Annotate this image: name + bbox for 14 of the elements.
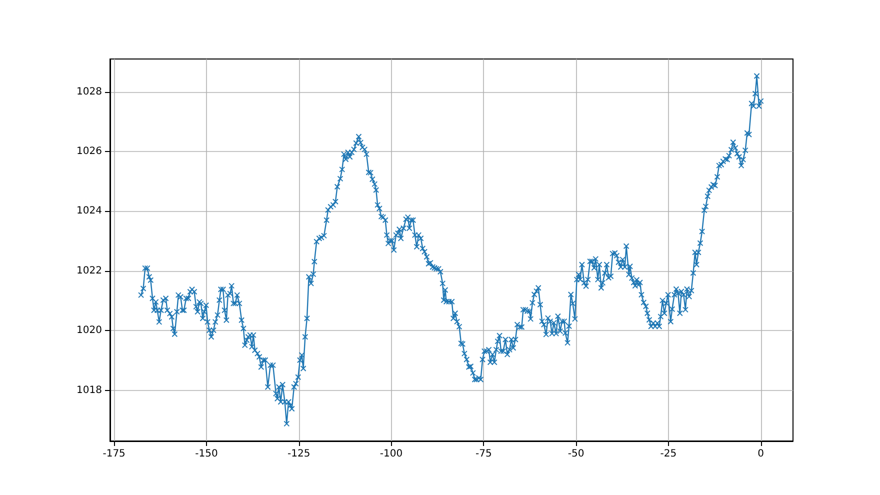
y-tick-label: 1026	[76, 146, 102, 158]
y-tick-label: 1024	[76, 206, 102, 217]
x-tick-label: -100	[380, 448, 403, 460]
x-tick-label: -175	[102, 448, 126, 460]
x-tick-label: -150	[195, 448, 218, 460]
y-tick-label: 1020	[76, 325, 102, 336]
y-tick-label: 1022	[76, 265, 102, 276]
x-tick-label: 0	[758, 448, 764, 460]
x-tick-label: -75	[475, 448, 492, 460]
x-tick-label: -50	[568, 448, 584, 460]
y-tick-label: 1018	[76, 384, 102, 396]
y-tick-label: 1028	[76, 86, 102, 98]
x-tick-label: -25	[660, 448, 677, 460]
x-tick-label: -125	[288, 448, 310, 460]
